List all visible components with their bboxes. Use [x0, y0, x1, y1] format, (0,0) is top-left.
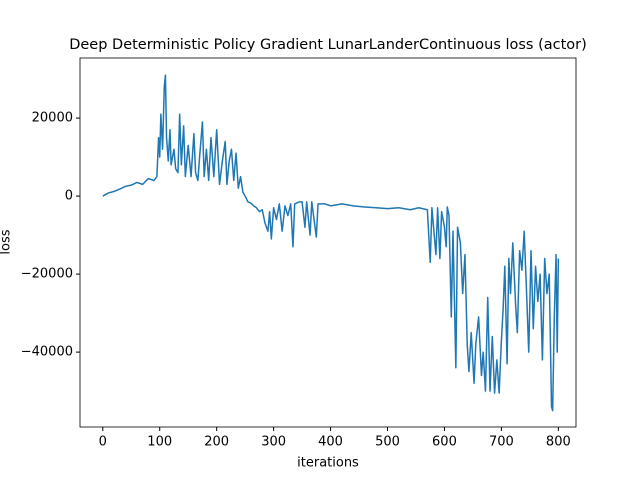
y-axis-label: loss	[0, 229, 14, 254]
x-tick-label: 100	[147, 435, 172, 450]
chart-title: Deep Deterministic Policy Gradient Lunar…	[69, 37, 587, 53]
y-tick-label: 0	[65, 189, 73, 204]
x-tick-label: 0	[99, 435, 107, 450]
x-tick-label: 300	[261, 435, 286, 450]
x-axis-label: iterations	[297, 456, 359, 471]
plot-frame	[79, 57, 577, 428]
y-tick-label: −40000	[21, 345, 73, 360]
x-tick-label: 400	[318, 435, 343, 450]
x-tick-label: 600	[432, 435, 457, 450]
x-tick-label: 800	[546, 435, 571, 450]
line-series	[102, 74, 560, 412]
x-tick-label: 200	[204, 435, 229, 450]
x-tick-label: 700	[489, 435, 514, 450]
x-tick-label: 500	[375, 435, 400, 450]
y-tick-label: 20000	[32, 111, 73, 126]
y-tick-label: −20000	[21, 267, 73, 282]
